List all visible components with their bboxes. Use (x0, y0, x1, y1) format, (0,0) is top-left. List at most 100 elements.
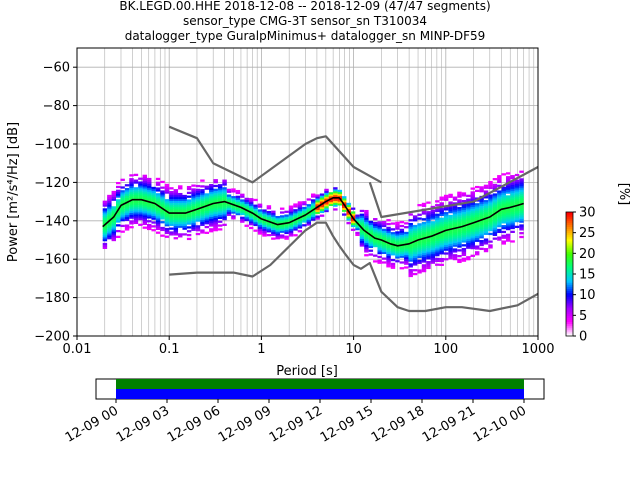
histogram-cell (195, 188, 201, 192)
histogram-cell (222, 214, 227, 217)
histogram-cell (310, 214, 316, 217)
histogram-cell (142, 190, 148, 193)
histogram-cell (488, 198, 493, 201)
histogram-cell (519, 224, 524, 227)
histogram-cell (461, 223, 467, 226)
histogram-cell (390, 228, 396, 231)
histogram-cell (488, 207, 493, 211)
histogram-cell (266, 210, 272, 214)
histogram-cell (492, 220, 498, 223)
histogram-cell (439, 202, 444, 205)
histogram-cell (399, 232, 405, 235)
histogram-cell (195, 209, 201, 213)
histogram-cell (346, 222, 351, 225)
histogram-cell (142, 184, 148, 187)
colorbar-cell (566, 286, 573, 289)
histogram-cell (124, 193, 130, 197)
histogram-cell (443, 223, 449, 226)
colorbar-cell (566, 269, 573, 273)
histogram-cell (435, 217, 440, 220)
x-tick-label: 0.01 (63, 342, 92, 357)
histogram-cell (222, 204, 227, 207)
histogram-cell (222, 198, 227, 202)
histogram-cell (275, 229, 280, 232)
histogram-cell (102, 227, 108, 230)
histogram-cell (186, 212, 192, 216)
histogram-cell (421, 227, 427, 231)
histogram-cell (466, 211, 471, 215)
histogram-cell (310, 201, 316, 204)
histogram-cell (386, 245, 391, 249)
histogram-cell (186, 195, 192, 198)
histogram-cell (492, 208, 498, 212)
histogram-cell (120, 194, 125, 197)
histogram-cell (457, 216, 462, 219)
histogram-cell (386, 265, 391, 268)
histogram-cell (448, 235, 453, 239)
histogram-cell (271, 212, 276, 215)
histogram-cell (129, 187, 134, 190)
histogram-cell (147, 199, 152, 202)
histogram-cell (107, 215, 112, 219)
histogram-cell (319, 193, 325, 196)
histogram-cell (510, 182, 515, 185)
coverage-band (116, 379, 524, 389)
histogram-cell (182, 202, 187, 205)
histogram-cell (324, 190, 329, 193)
histogram-cell (200, 208, 205, 211)
y-tick-label: −60 (43, 61, 70, 76)
colorbar-cell (566, 315, 573, 318)
histogram-cell (364, 229, 369, 232)
histogram-cell (452, 231, 458, 234)
histogram-cell (147, 223, 152, 227)
histogram-cell (386, 253, 391, 256)
histogram-cell (133, 217, 139, 221)
histogram-cell (452, 254, 458, 257)
histogram-cell (164, 235, 170, 238)
histogram-cell (386, 226, 391, 230)
histogram-cell (226, 206, 232, 209)
histogram-cell (173, 200, 179, 203)
histogram-cell (213, 223, 218, 226)
histogram-cell (120, 207, 125, 210)
histogram-cell (430, 240, 436, 243)
histogram-cell (452, 236, 458, 240)
histogram-cell (430, 248, 436, 251)
histogram-cell (129, 197, 134, 200)
histogram-cell (488, 196, 493, 199)
histogram-cell (142, 203, 148, 206)
histogram-cell (288, 224, 294, 227)
histogram-cell (505, 208, 511, 212)
histogram-cell (448, 209, 453, 212)
histogram-cell (359, 234, 365, 238)
histogram-cell (474, 251, 480, 254)
timeline-tick-label: 12-09 09 (216, 403, 274, 445)
histogram-cell (169, 214, 174, 217)
noise-model-curve (168, 125, 382, 184)
histogram-cell (430, 257, 436, 260)
histogram-cell (253, 204, 258, 207)
histogram-cell (461, 217, 467, 220)
histogram-cell (147, 210, 152, 213)
histogram-cell (173, 208, 179, 211)
histogram-cell (209, 205, 214, 208)
histogram-cell (364, 219, 369, 222)
histogram-cell (324, 207, 329, 211)
histogram-cell (204, 208, 210, 211)
histogram-cell (417, 244, 422, 247)
timeline-tick-label: 12-09 15 (318, 403, 376, 445)
histogram-cell (182, 206, 187, 209)
histogram-cell (235, 195, 241, 198)
histogram-cell (426, 218, 431, 222)
histogram-cell (510, 224, 515, 228)
histogram-cell (178, 217, 183, 221)
histogram-cell (293, 216, 298, 220)
histogram-cell (302, 220, 307, 223)
histogram-cell (519, 212, 524, 216)
histogram-cell (488, 219, 493, 222)
histogram-cell (107, 196, 112, 200)
histogram-cell (399, 221, 405, 224)
histogram-cell (147, 187, 152, 190)
histogram-cell (519, 226, 524, 229)
colorbar-cell (566, 284, 573, 287)
